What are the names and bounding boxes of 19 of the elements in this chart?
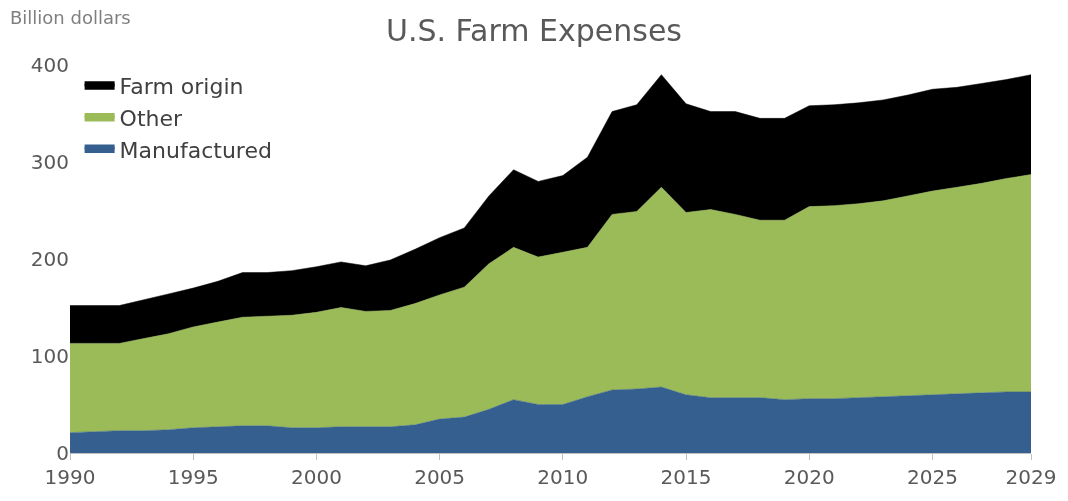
x-tick-label: 2010 [537,465,589,489]
y-axis-title: Billion dollars [10,7,131,28]
x-tick-label: 2029 [1005,465,1057,489]
y-tick-label: 0 [56,441,69,465]
x-tick-label: 2000 [290,465,342,489]
legend-label: Farm origin [119,74,244,100]
legend-label: Manufactured [119,137,272,163]
x-tick-label: 1990 [44,465,96,489]
y-tick-label: 200 [30,247,69,271]
x-tick-label: 2005 [414,465,466,489]
x-tick-label: 2020 [783,465,835,489]
y-tick-label: 300 [30,150,69,174]
y-tick-label: 100 [30,344,69,368]
x-tick-label: 2015 [660,465,712,489]
legend-label: Other [119,105,184,131]
x-tick-label: 1995 [167,465,219,489]
x-tick-label: 2025 [906,465,958,489]
y-tick-label: 400 [30,53,69,77]
chart-title: U.S. Farm Expenses [385,13,683,49]
